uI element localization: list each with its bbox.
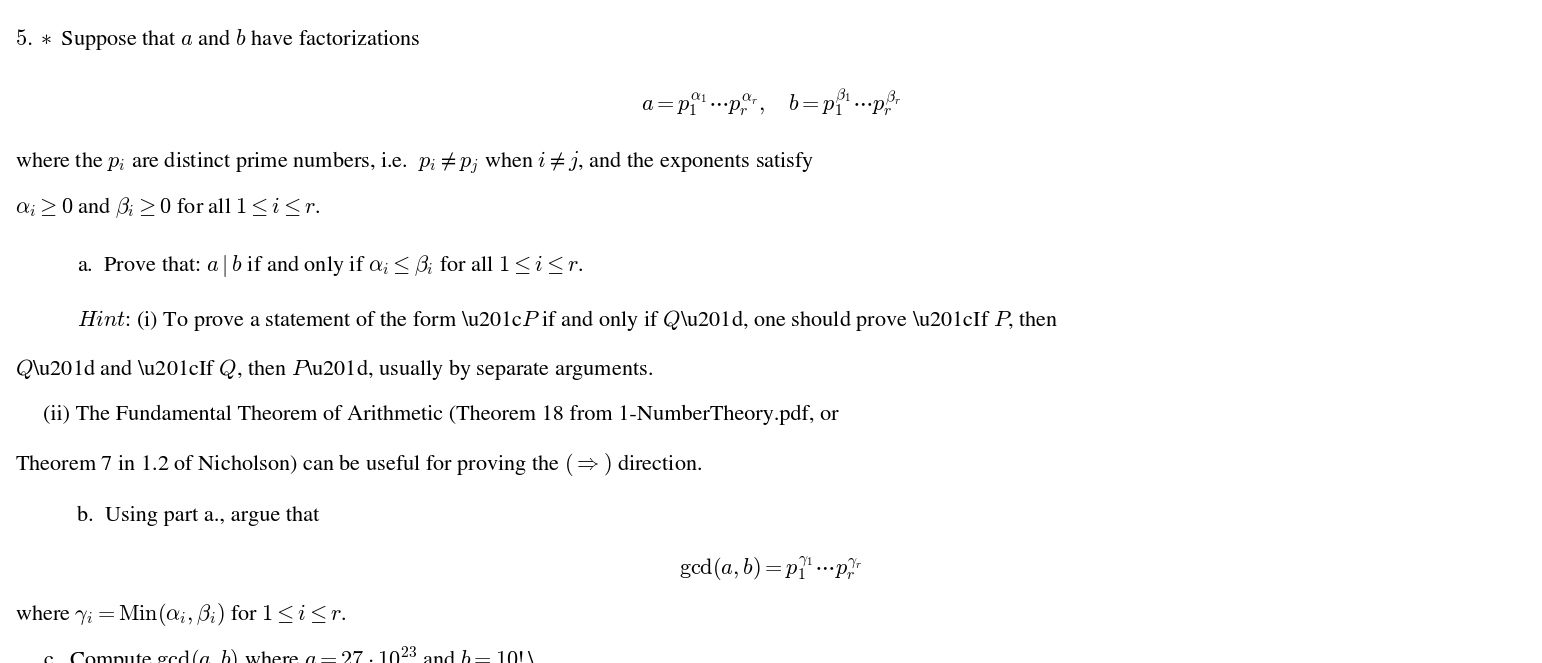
Text: where the $p_i$ are distinct prime numbers, i.e.  $p_i \neq p_j$ when $i \neq j$: where the $p_i$ are distinct prime numbe… — [15, 149, 814, 176]
Text: a.  Prove that: $a \mid b$ if and only if $\alpha_i \leq \beta_i$ for all $1 \le: a. Prove that: $a \mid b$ if and only if… — [77, 253, 583, 279]
Text: $\mathbf{5.*}$ Suppose that $a$ and $b$ have factorizations: $\mathbf{5.*}$ Suppose that $a$ and $b$ … — [15, 27, 421, 52]
Text: c.  Compute $\mathrm{gcd}(a, b)$ where $a = 27 \cdot 10^{23}$ and $b = 10!$\, .: c. Compute $\mathrm{gcd}(a, b)$ where $a… — [43, 646, 550, 663]
Text: b.  Using part a., argue that: b. Using part a., argue that — [77, 506, 319, 526]
Text: Theorem 7 in 1.2 of Nicholson) can be useful for proving the $(\Rightarrow)$ dir: Theorem 7 in 1.2 of Nicholson) can be us… — [15, 451, 703, 478]
Text: $Q$\u201d and \u201cIf $Q$, then $P$\u201d, usually by separate arguments.: $Q$\u201d and \u201cIf $Q$, then $P$\u20… — [15, 357, 654, 382]
Text: $\mathrm{gcd}(a, b) = p_1^{\gamma_1} \cdots p_r^{\gamma_r}$: $\mathrm{gcd}(a, b) = p_1^{\gamma_1} \cd… — [680, 555, 862, 583]
Text: $a = p_1^{\alpha_1} \cdots p_r^{\alpha_r},\quad b = p_1^{\beta_1} \cdots p_r^{\b: $a = p_1^{\alpha_1} \cdots p_r^{\alpha_r… — [641, 86, 901, 118]
Text: $\alpha_i \geq 0$ and $\beta_i \geq 0$ for all $1 \leq i \leq r$.: $\alpha_i \geq 0$ and $\beta_i \geq 0$ f… — [15, 196, 321, 220]
Text: where $\gamma_i = \mathrm{Min}(\alpha_i, \beta_i)$ for $1 \leq i \leq r$.: where $\gamma_i = \mathrm{Min}(\alpha_i,… — [15, 601, 347, 629]
Text: (ii) The Fundamental Theorem of Arithmetic (Theorem 18 from 1-NumberTheory.pdf, : (ii) The Fundamental Theorem of Arithmet… — [43, 404, 839, 425]
Text: $\mathit{Hint}$: (i) To prove a statement of the form \u201c$P$ if and only if $: $\mathit{Hint}$: (i) To prove a statemen… — [77, 308, 1058, 333]
